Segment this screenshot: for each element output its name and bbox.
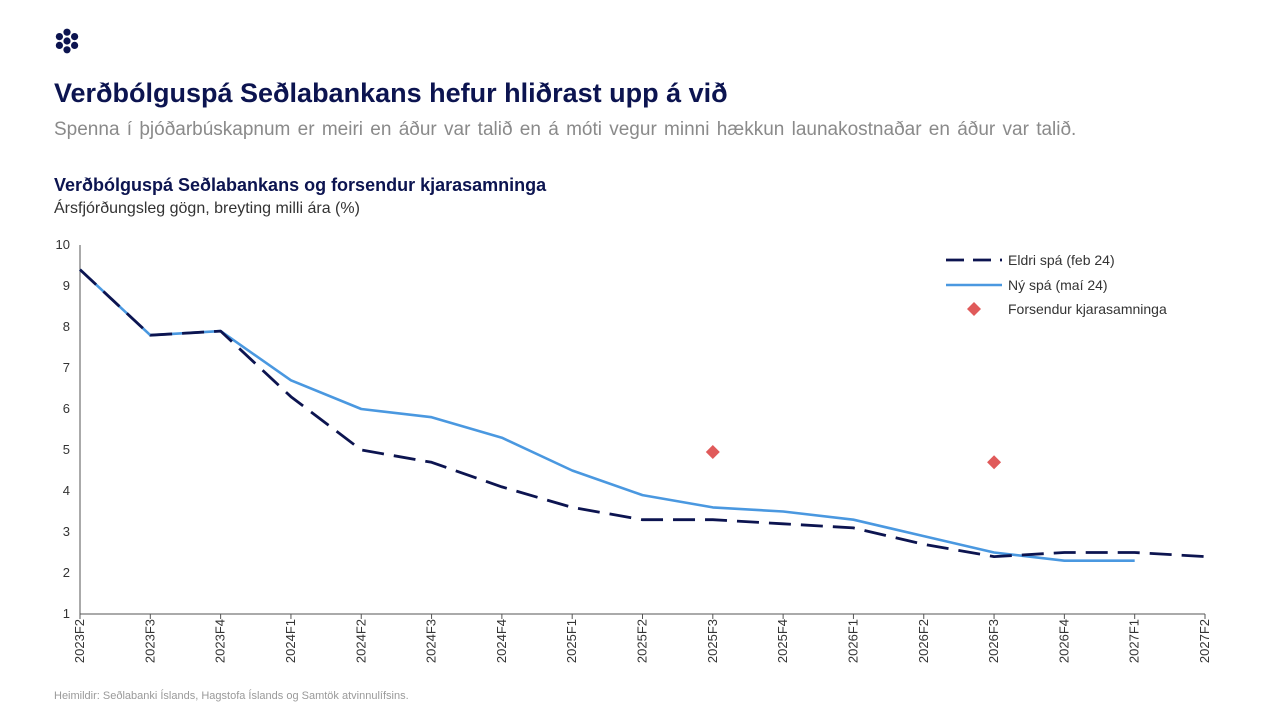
legend-label-ny-spa: Ný spá (maí 24) bbox=[1008, 277, 1108, 293]
x-tick-label: 2026F3 bbox=[986, 619, 1001, 663]
legend-label-forsendur: Forsendur kjarasamninga bbox=[1008, 301, 1167, 317]
y-tick-label: 7 bbox=[63, 360, 70, 375]
x-tick-label: 2024F1 bbox=[283, 619, 298, 663]
x-tick-label: 2025F3 bbox=[705, 619, 720, 663]
x-tick-label: 2023F2 bbox=[72, 619, 87, 663]
forsendur-marker bbox=[987, 455, 1002, 470]
chart-subtitle: Ársfjórðungsleg gögn, breyting milli ára… bbox=[54, 200, 360, 217]
y-tick-label: 1 bbox=[63, 606, 70, 621]
y-tick-label: 3 bbox=[63, 524, 70, 539]
forsendur-marker bbox=[705, 445, 720, 460]
x-tick-label: 2025F2 bbox=[635, 619, 650, 663]
x-tick-label: 2023F4 bbox=[213, 619, 228, 663]
y-tick-label: 10 bbox=[56, 237, 70, 252]
x-tick-label: 2024F4 bbox=[494, 619, 509, 663]
x-tick-label: 2023F3 bbox=[142, 619, 157, 663]
x-tick-label: 2026F4 bbox=[1056, 619, 1071, 663]
seven-dot-flower-icon bbox=[55, 28, 79, 54]
x-tick-label: 2024F3 bbox=[424, 619, 439, 663]
y-tick-label: 9 bbox=[63, 278, 70, 293]
x-tick-label: 2025F1 bbox=[564, 619, 579, 663]
x-tick-label: 2026F2 bbox=[916, 619, 931, 663]
series-line-eldri-spa bbox=[79, 268, 1206, 558]
x-tick-label: 2024F2 bbox=[353, 619, 368, 663]
chart-title: Verðbólguspá Seðlabankans og forsendur k… bbox=[54, 175, 547, 195]
legend-swatch-forsendur bbox=[967, 302, 981, 316]
page-title: Verðbólguspá Seðlabankans hefur hliðrast… bbox=[54, 78, 728, 108]
y-tick-label: 4 bbox=[63, 483, 70, 498]
x-tick-label: 2027F2 bbox=[1197, 619, 1212, 663]
y-tick-label: 5 bbox=[63, 442, 70, 457]
y-tick-label: 8 bbox=[63, 319, 70, 334]
y-tick-label: 6 bbox=[63, 401, 70, 416]
x-tick-label: 2026F1 bbox=[845, 619, 860, 663]
page-subtitle: Spenna í þjóðarbúskapnum er meiri en áðu… bbox=[54, 119, 1077, 140]
y-tick-label: 2 bbox=[63, 565, 70, 580]
series-line-ny-spa bbox=[79, 268, 1135, 563]
source-note: Heimildir: Seðlabanki Íslands, Hagstofa … bbox=[54, 690, 409, 702]
x-tick-label: 2027F1 bbox=[1127, 619, 1142, 663]
legend-label-eldri-spa: Eldri spá (feb 24) bbox=[1008, 252, 1115, 268]
x-tick-label: 2025F4 bbox=[775, 619, 790, 663]
